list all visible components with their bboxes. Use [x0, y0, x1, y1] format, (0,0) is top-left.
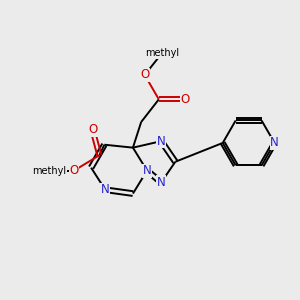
Text: N: N — [157, 135, 166, 148]
Text: O: O — [180, 93, 189, 106]
Text: N: N — [157, 176, 166, 189]
Text: N: N — [143, 164, 152, 177]
Text: methyl: methyl — [145, 48, 179, 59]
Text: O: O — [88, 124, 97, 136]
Text: O: O — [140, 68, 149, 81]
Text: N: N — [270, 136, 279, 149]
Text: methyl: methyl — [32, 166, 66, 176]
Text: O: O — [69, 164, 79, 177]
Text: N: N — [101, 183, 110, 196]
